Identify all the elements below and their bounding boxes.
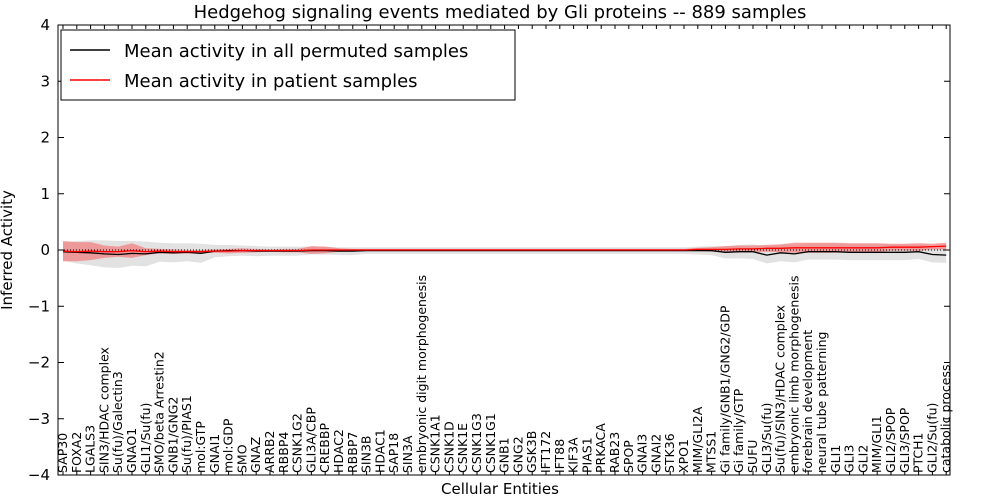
entity-label: STK36 — [662, 433, 677, 473]
entity-label: CREBBP — [317, 423, 332, 473]
entity-label: GLI1/Su(fu) — [138, 403, 153, 473]
entity-label: SAP30 — [55, 433, 70, 473]
y-tick-label: −4 — [28, 466, 50, 484]
entity-label: CSNK1G1 — [483, 413, 498, 473]
entity-label: GNAI2 — [648, 434, 663, 473]
entity-label: IFT88 — [552, 439, 567, 473]
entity-label: CSNK1G2 — [290, 413, 305, 473]
entity-label: CSNK1E — [455, 423, 470, 473]
entity-label: SIN3/HDAC complex — [96, 347, 111, 473]
entity-label: GLI2/SPOP — [883, 407, 898, 473]
entity-label: MTSS1 — [704, 431, 719, 473]
y-tick-label: 4 — [40, 16, 50, 34]
entity-label: embryonic limb morphogenesis — [786, 276, 801, 473]
entity-label: embryonic digit morphogenesis — [414, 275, 429, 473]
entity-label: GNB1/GNG2 — [165, 397, 180, 473]
entity-label: Gi family/GTP — [731, 388, 746, 473]
entity-label: Gi family/GNB1/GNG2/GDP — [717, 305, 732, 473]
entity-label: RBBP4 — [276, 432, 291, 473]
entity-label: MIM/GLI1 — [869, 415, 884, 473]
entity-label: GSK3B — [524, 431, 539, 473]
y-tick-label: 2 — [40, 129, 50, 147]
entity-label: mol:GDP — [221, 418, 236, 473]
entity-label: RAB23 — [607, 432, 622, 473]
entity-label: CSNK1A1 — [428, 414, 443, 473]
y-tick-label: −3 — [28, 410, 50, 428]
entity-label: mol:GTP — [193, 421, 208, 473]
legend: Mean activity in all permuted samples Me… — [60, 29, 516, 101]
entity-label: GNAI3 — [635, 434, 650, 473]
entity-label: FOXA2 — [69, 432, 84, 473]
entity-label: SUFU — [745, 440, 760, 473]
entity-label: HDAC1 — [372, 429, 387, 473]
y-axis-ticks: 4 3 2 1 0 −1 −2 −3 −4 — [28, 16, 950, 484]
entity-label: IFT172 — [538, 431, 553, 473]
entity-label: GNAZ — [248, 437, 263, 473]
entity-label: GNAI1 — [207, 434, 222, 473]
entity-label: SMO/beta Arrestin2 — [152, 351, 167, 473]
y-tick-label: 1 — [40, 185, 50, 203]
entity-label: neural tube patterning — [814, 332, 829, 473]
x-axis-ticks — [62, 25, 947, 475]
entity-label: SIN3B — [359, 436, 374, 474]
y-axis-label: Inferred Activity — [0, 190, 16, 310]
entity-label: GLI2 — [855, 445, 870, 473]
entity-label: CSNK1G3 — [469, 413, 484, 473]
entity-label: catabolic process — [938, 364, 953, 473]
y-tick-label: 0 — [40, 241, 50, 259]
entity-label: KIF3A — [566, 437, 581, 473]
entity-label: LGALS3 — [83, 425, 98, 473]
entity-label: GLI1 — [828, 445, 843, 473]
entity-label: GNAO1 — [124, 428, 139, 473]
entity-label: GLI3A/CBP — [303, 407, 318, 473]
line-patient — [62, 245, 947, 253]
entity-label: GLI3/Su(fu) — [759, 403, 774, 473]
entity-label: ARRB2 — [262, 431, 277, 473]
legend-entry-permuted: Mean activity in all permuted samples — [124, 41, 468, 62]
entity-label: HDAC2 — [331, 429, 346, 473]
entity-label: GNG2 — [510, 436, 525, 473]
entity-label: PIAS1 — [579, 437, 594, 473]
y-tick-label: 3 — [40, 72, 50, 90]
entity-label: SAP18 — [386, 433, 401, 473]
entity-label: SMO — [234, 444, 249, 473]
entity-label: PTCH1 — [911, 432, 926, 473]
entity-label: SIN3A — [400, 435, 415, 473]
series-lines-layer — [62, 245, 947, 256]
entity-label: Su(fu)/Galectin3 — [110, 371, 125, 473]
entity-label: SPOP — [621, 440, 636, 473]
entity-label: MIM/GLI2A — [690, 406, 705, 473]
entity-label: forebrain development — [800, 330, 815, 473]
x-axis-label: Cellular Entities — [441, 480, 559, 498]
entity-label: PRKACA — [593, 423, 608, 473]
legend-entry-patient: Mean activity in patient samples — [124, 71, 418, 92]
legend-box — [60, 29, 516, 101]
entity-label: GNB1 — [497, 437, 512, 473]
entity-label: GLI3/SPOP — [897, 407, 912, 473]
entity-label: GLI2/Su(fu) — [924, 403, 939, 473]
entity-label: Su(fu)/SIN3/HDAC complex — [773, 305, 788, 473]
entity-label: RBBP7 — [345, 432, 360, 473]
plot-area — [58, 240, 950, 268]
entity-label: Su(fu)/PIAS1 — [179, 395, 194, 473]
entity-label: CSNK1D — [441, 421, 456, 473]
y-tick-label: −2 — [28, 354, 50, 372]
y-tick-label: −1 — [28, 297, 50, 315]
chart-title: Hedgehog signaling events mediated by Gl… — [194, 2, 807, 23]
entity-label: XPO1 — [676, 439, 691, 473]
entity-label: GLI3 — [842, 445, 857, 473]
